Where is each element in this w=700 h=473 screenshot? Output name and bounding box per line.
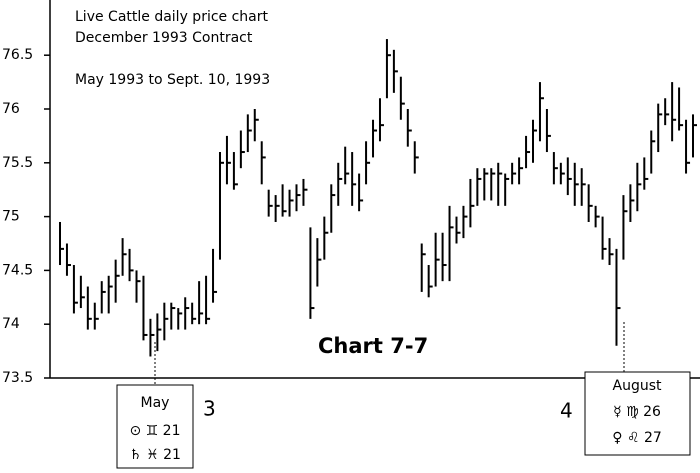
y-tick-label: 74 — [2, 316, 20, 332]
y-tick-label: 76 — [2, 101, 20, 117]
chart-title: Live Cattle daily price chart — [75, 9, 269, 25]
annotation-text: ♀ ♌ 27 — [612, 430, 662, 446]
period-label: May 1993 to Sept. 10, 1993 — [75, 72, 270, 88]
annotation-text: May — [141, 395, 170, 411]
annotation-text: ⊙ ♊ 21 — [130, 423, 181, 439]
y-tick-label: 74.5 — [2, 262, 33, 278]
chart-label: Chart 7-7 — [318, 334, 428, 358]
annotation-box — [116, 384, 194, 469]
y-tick-label: 76.5 — [2, 47, 33, 63]
annotation-box — [584, 371, 691, 456]
annotation-number: 4 — [560, 399, 573, 423]
annotation-text: August — [613, 378, 663, 394]
annotation-number: 3 — [203, 397, 216, 421]
annotation-text: ♄ ♓ 21 — [129, 447, 181, 463]
chart-subtitle: December 1993 Contract — [75, 30, 253, 46]
y-tick-label: 75.5 — [2, 155, 33, 171]
y-tick-label: 73.5 — [2, 370, 33, 386]
annotation-text: ☿ ♍ 26 — [613, 404, 661, 420]
y-tick-label: 75 — [2, 209, 20, 225]
